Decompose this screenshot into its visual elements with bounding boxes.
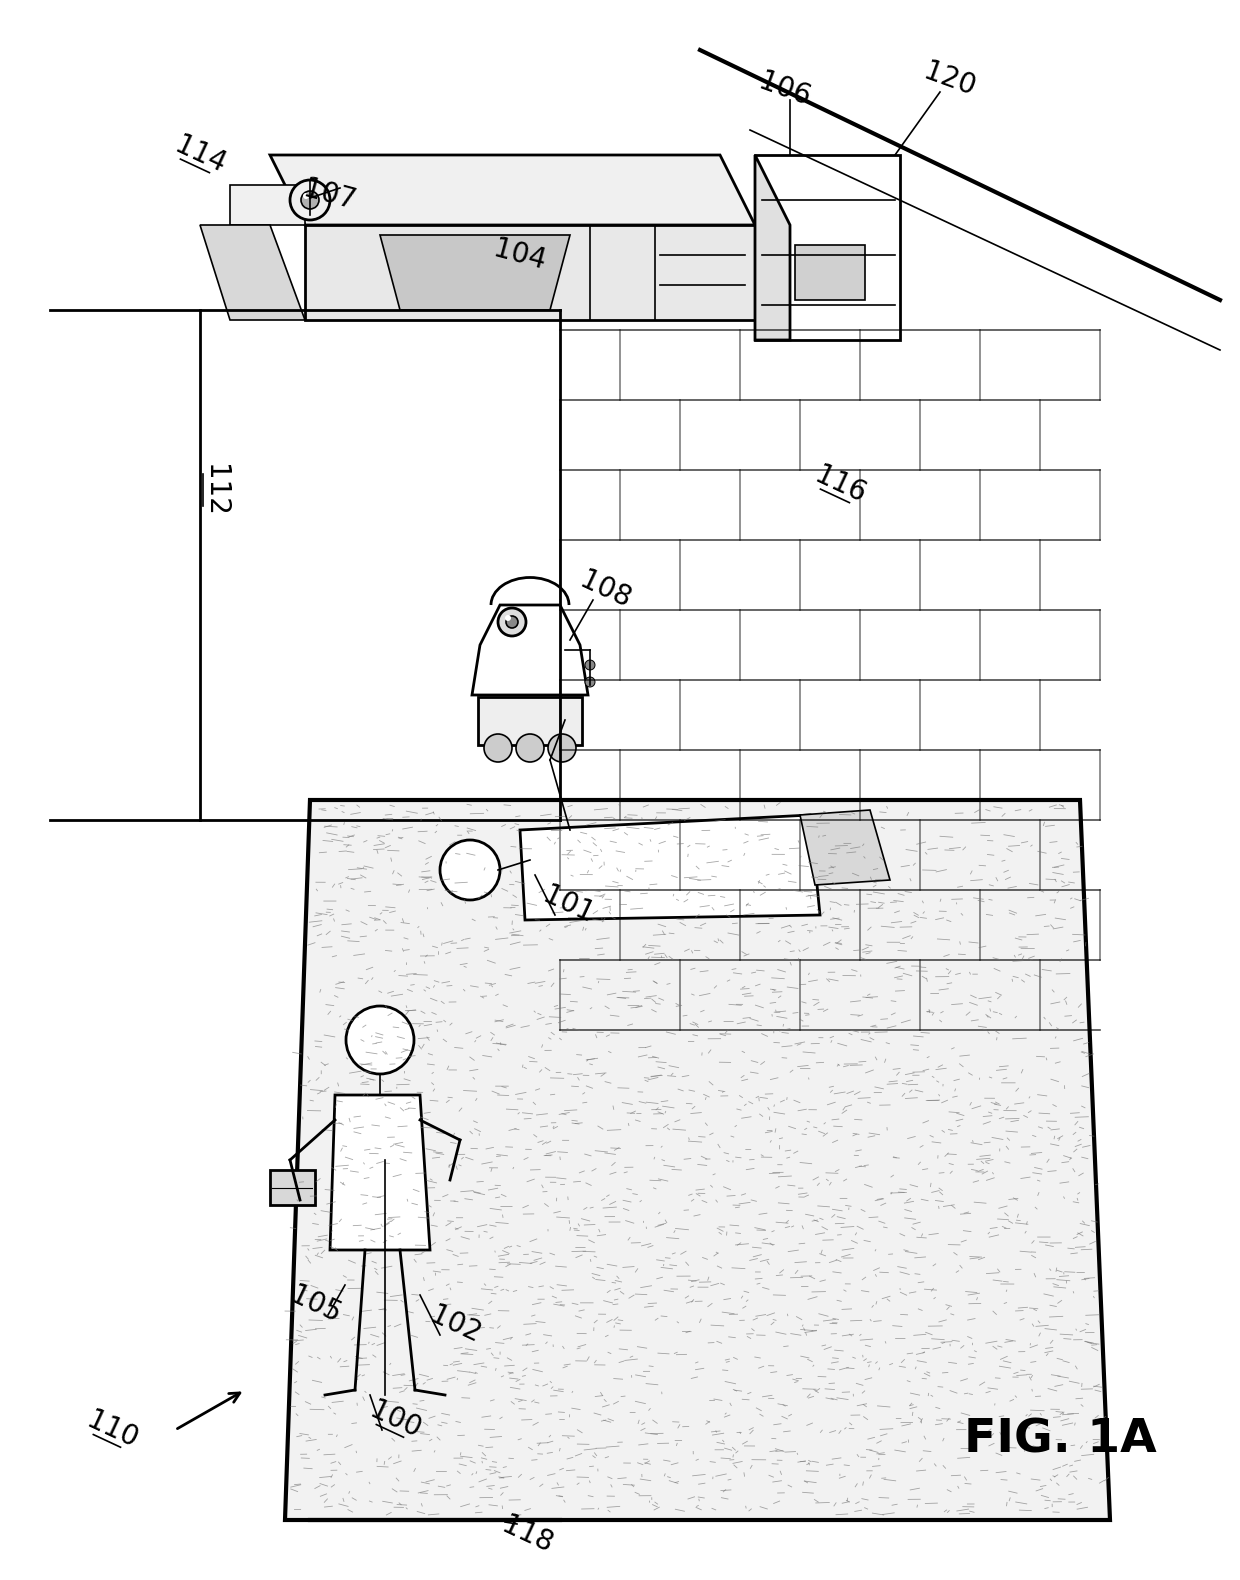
Text: 120: 120 [920,58,980,103]
Circle shape [498,608,526,637]
Text: 105: 105 [285,1281,345,1329]
Text: 114: 114 [170,131,229,179]
Circle shape [516,735,544,762]
Text: 106: 106 [755,68,815,112]
Polygon shape [305,224,755,321]
Text: 100: 100 [365,1397,425,1444]
Circle shape [301,191,319,209]
Text: 112: 112 [201,463,229,517]
Polygon shape [270,1171,315,1206]
Circle shape [346,1006,414,1074]
Polygon shape [520,815,820,920]
Text: 101: 101 [538,882,598,929]
Circle shape [303,193,309,199]
Circle shape [585,676,595,687]
Polygon shape [285,799,1110,1520]
Circle shape [440,841,500,901]
Polygon shape [472,605,588,695]
Text: 110: 110 [82,1406,141,1454]
Polygon shape [270,155,755,224]
Text: FIG. 1A: FIG. 1A [963,1417,1157,1463]
Text: 102: 102 [425,1300,485,1349]
Text: 116: 116 [810,461,870,509]
Polygon shape [800,811,890,885]
Circle shape [484,735,512,762]
Text: 108: 108 [575,566,635,615]
Circle shape [585,660,595,670]
Circle shape [548,735,577,762]
Polygon shape [755,155,900,340]
Text: 107: 107 [301,175,360,215]
Bar [795,245,866,300]
Circle shape [506,616,518,627]
Text: 104: 104 [491,234,549,275]
Polygon shape [755,155,790,340]
Circle shape [505,615,511,621]
Circle shape [290,180,330,220]
Bar [477,697,582,746]
Polygon shape [200,224,305,321]
Polygon shape [379,235,570,310]
Polygon shape [330,1095,430,1250]
Text: 118: 118 [497,1510,557,1559]
Polygon shape [229,185,305,224]
